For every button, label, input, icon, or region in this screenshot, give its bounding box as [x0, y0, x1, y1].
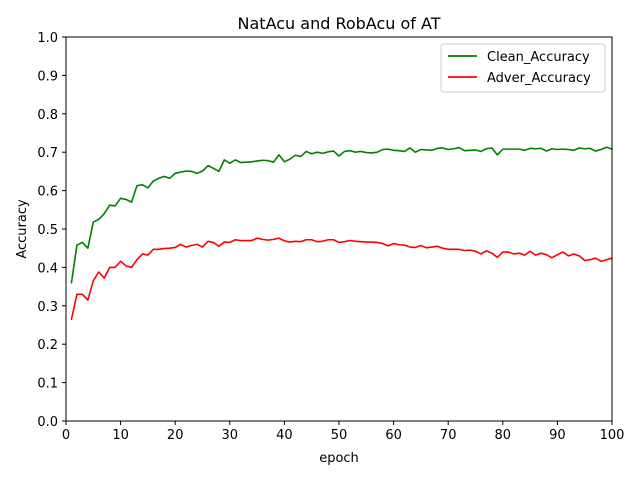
y-tick-label: 1.0	[37, 31, 58, 46]
x-tick-label: 10	[112, 428, 129, 443]
x-tick-label: 40	[276, 428, 293, 443]
series-line-clean-accuracy	[70, 146, 613, 284]
y-tick-label: 0.5	[37, 223, 58, 238]
series-layer	[70, 146, 613, 321]
y-axis-title: Accuracy	[15, 199, 30, 259]
y-tick-label: 0.2	[37, 338, 58, 353]
y-axis: 0.0 0.1 0.2 0.3 0.4 0.5 0.6 0.7 0.8 0.9 1.0	[37, 31, 66, 430]
legend-label-adver: Adver_Accuracy	[487, 71, 591, 86]
x-tick-label: 70	[440, 428, 457, 443]
y-tick-label: 0.8	[37, 108, 58, 123]
x-tick-label: 100	[600, 428, 625, 443]
legend-label-clean: Clean_Accuracy	[487, 50, 590, 65]
y-tick-label: 0.1	[37, 377, 58, 392]
y-tick-label: 0.0	[37, 415, 58, 430]
y-tick-label: 0.3	[37, 300, 58, 315]
legend-box	[440, 43, 606, 93]
x-tick-label: 30	[222, 428, 239, 443]
series-line-adver-accuracy	[70, 237, 613, 321]
x-tick-label: 20	[167, 428, 184, 443]
x-tick-label: 60	[385, 428, 402, 443]
y-tick-label: 0.6	[37, 185, 58, 200]
x-tick-label: 0	[62, 428, 70, 443]
x-tick-label: 50	[331, 428, 348, 443]
legend: Clean_Accuracy Adver_Accuracy	[440, 43, 606, 93]
y-tick-label: 0.9	[37, 69, 58, 84]
chart-title: NatAcu and RobAcu of AT	[238, 14, 441, 33]
x-tick-label: 90	[549, 428, 566, 443]
x-axis-title: epoch	[319, 451, 359, 466]
y-tick-label: 0.7	[37, 146, 58, 161]
x-axis: 0 10 20 30 40 50 60 70 80 90 100	[62, 421, 625, 443]
x-tick-label: 80	[495, 428, 512, 443]
y-tick-label: 0.4	[37, 261, 58, 276]
